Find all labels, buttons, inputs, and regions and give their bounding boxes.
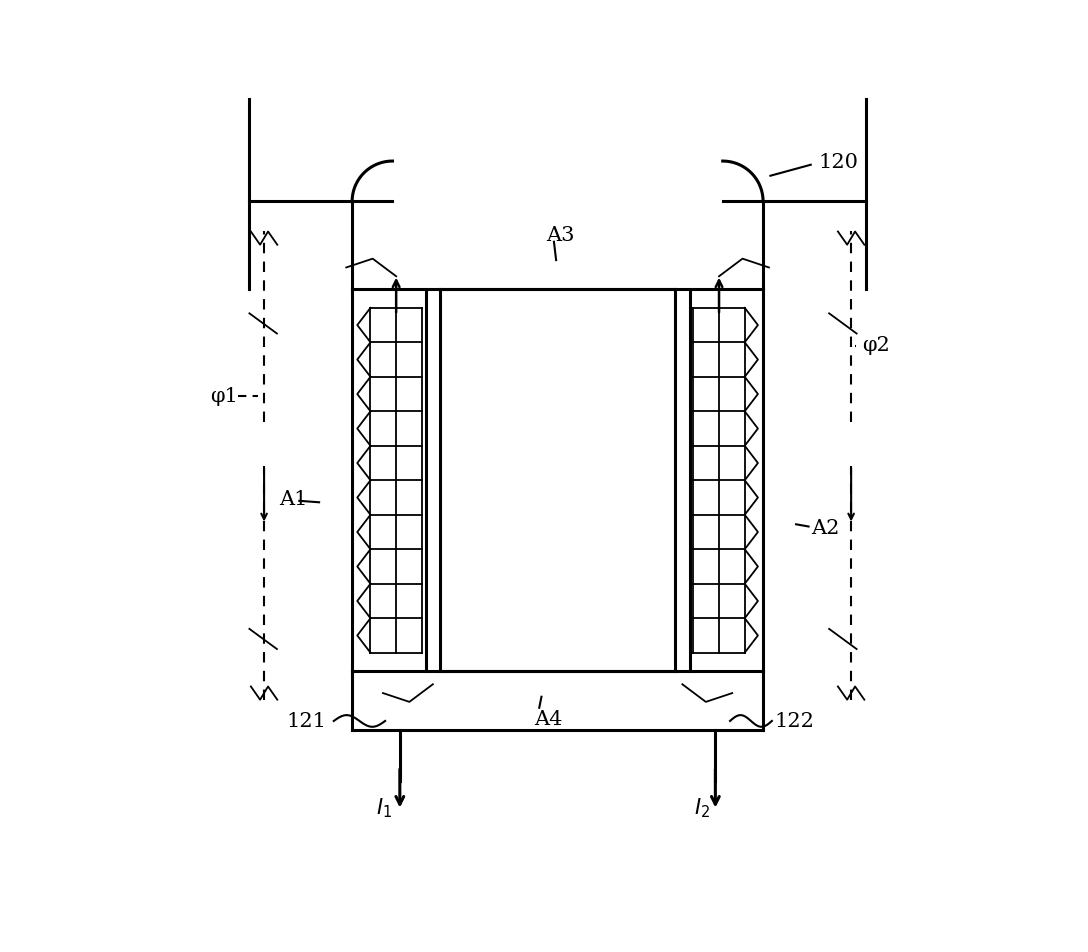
- Text: 120: 120: [818, 152, 858, 171]
- Text: 122: 122: [774, 712, 814, 731]
- Text: A3: A3: [546, 226, 576, 245]
- Text: A1: A1: [279, 489, 307, 508]
- Text: φ2: φ2: [862, 336, 890, 355]
- Text: $I_1$: $I_1$: [375, 795, 392, 819]
- Text: A4: A4: [534, 709, 562, 728]
- Text: φ1: φ1: [210, 387, 237, 406]
- Text: 121: 121: [286, 712, 326, 731]
- Text: A2: A2: [811, 519, 839, 538]
- Text: $I_2$: $I_2$: [694, 795, 710, 819]
